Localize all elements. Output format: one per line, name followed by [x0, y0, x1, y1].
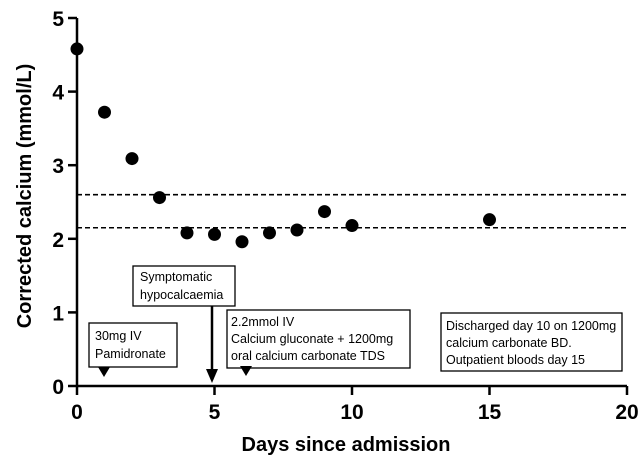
y-tick-label: 0 — [52, 376, 64, 399]
annotation-hypocalcaemia: Symptomatic hypocalcaemia — [132, 265, 236, 383]
annotation-text-line: oral calcium carbonate TDS — [231, 349, 385, 363]
data-point — [208, 227, 221, 241]
annotation-pamidronate: 30mg IV Pamidronate — [88, 322, 178, 377]
y-tick-label: 3 — [52, 155, 64, 178]
axis-ticks: 0 5 10 15 20 0 1 2 3 4 5 — [52, 8, 638, 424]
x-tick-label: 15 — [478, 401, 502, 424]
y-tick-label: 1 — [52, 302, 64, 325]
annotation-calcium-gluconate: 2.2mmol IV Calcium gluconate + 1200mg or… — [226, 309, 411, 376]
data-point — [153, 191, 166, 205]
pamidronate-arrowhead-icon — [98, 367, 110, 377]
data-point — [125, 152, 139, 166]
data-point — [290, 223, 304, 237]
annotation-text-line: 2.2mmol IV — [231, 315, 295, 329]
data-point — [235, 235, 249, 249]
data-point — [98, 105, 111, 119]
annotation-text-line: Outpatient bloods day 15 — [446, 353, 585, 367]
x-tick-label: 10 — [340, 401, 363, 424]
annotation-text-line: 30mg IV — [95, 329, 142, 343]
annotation-box-discharge — [440, 312, 623, 372]
annotation-text-line: Pamidronate — [95, 347, 166, 361]
y-tick-label: 4 — [52, 82, 64, 105]
annotation-text-line: Discharged day 10 on 1200mg — [446, 319, 616, 333]
calcium-gluconate-arrowhead-icon — [240, 366, 252, 376]
annotation-box-calcium-gluconate — [226, 309, 411, 369]
data-point — [180, 226, 194, 240]
annotation-text-line: Calcium gluconate + 1200mg — [231, 332, 393, 346]
annotation-text-line: hypocalcaemia — [140, 288, 223, 302]
x-tick-label: 0 — [71, 401, 83, 424]
data-point — [483, 213, 496, 227]
annotation-box-hypocalcaemia — [132, 265, 236, 307]
hypocalcaemia-arrow-icon — [206, 369, 218, 383]
annotation-text-line: Symptomatic — [140, 270, 212, 284]
y-axis-title: Corrected calcium (mmol/L) — [14, 64, 36, 329]
data-point — [263, 226, 276, 240]
annotation-box-pamidronate — [88, 322, 178, 368]
data-point — [345, 219, 359, 233]
y-tick-label: 5 — [52, 8, 64, 31]
annotation-discharge: Discharged day 10 on 1200mg calcium carb… — [440, 312, 623, 372]
x-tick-label: 5 — [209, 401, 221, 424]
annotation-text-line: calcium carbonate BD. — [446, 336, 572, 350]
y-tick-label: 2 — [52, 229, 64, 252]
x-axis-title: Days since admission — [242, 434, 451, 456]
data-point — [318, 205, 331, 219]
data-points — [70, 42, 496, 249]
x-tick-label: 20 — [615, 401, 638, 424]
